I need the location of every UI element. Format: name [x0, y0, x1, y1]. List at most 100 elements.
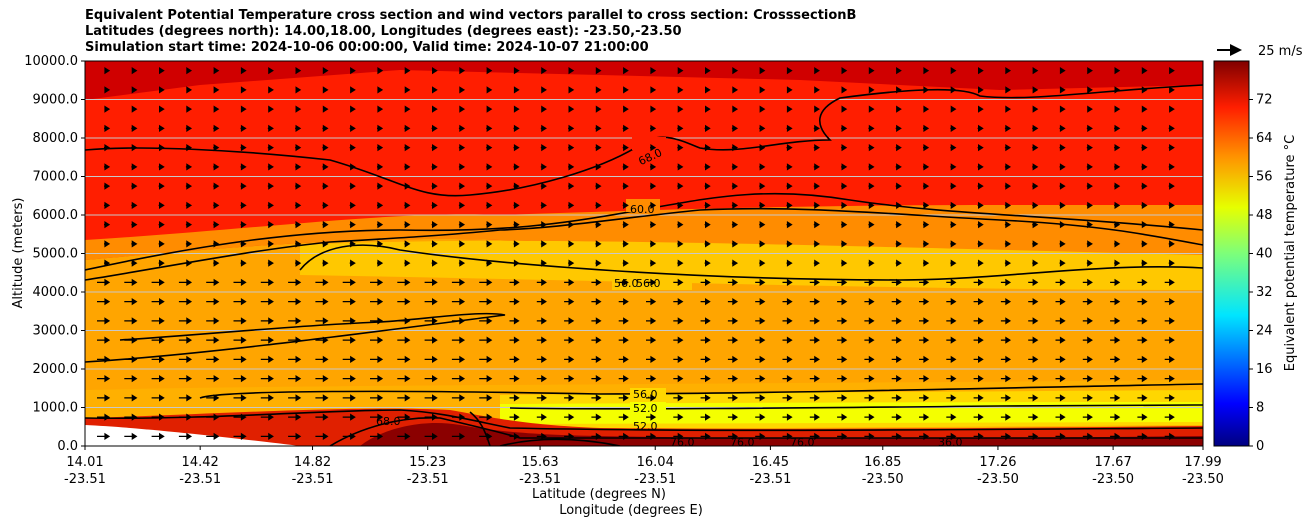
wind-vector [431, 201, 438, 209]
wind-vector [895, 182, 902, 190]
x-tick-label-lat: 16.04 [637, 455, 674, 470]
wind-vector [178, 298, 193, 306]
wind-vector [377, 105, 384, 113]
wind-vector [564, 375, 575, 383]
wind-vector [755, 298, 766, 306]
contour-label-56-b: 56.0 [636, 277, 661, 290]
wind-vector [151, 375, 165, 383]
wind-vector [727, 355, 739, 363]
contour-label-36: 36.0 [938, 436, 963, 449]
wind-vector [1141, 221, 1148, 229]
wind-vector [568, 163, 575, 171]
wind-vector [623, 67, 629, 75]
wind-vector [1059, 221, 1066, 229]
wind-vector [704, 259, 711, 267]
wind-vector [1032, 259, 1039, 267]
wind-vector [978, 86, 984, 94]
wind-vector [486, 86, 493, 94]
wind-vector [786, 124, 793, 132]
wind-vector [1086, 144, 1093, 152]
wind-vector [564, 278, 575, 286]
wind-vector [1028, 355, 1039, 363]
wind-vector [650, 182, 657, 190]
wind-vector [809, 298, 820, 306]
wind-vector [124, 336, 138, 344]
wind-vector [315, 317, 329, 325]
wind-vector [864, 394, 875, 402]
wind-vector [1055, 317, 1066, 325]
wind-vector [295, 259, 302, 267]
wind-vector [973, 298, 984, 306]
wind-vector [618, 278, 629, 286]
wind-vector [1086, 259, 1093, 267]
wind-vector [370, 413, 384, 421]
wind-vector [568, 86, 575, 94]
wind-vector [206, 394, 220, 402]
wind-vector [837, 413, 848, 421]
wind-vector [595, 124, 602, 132]
wind-vector [591, 413, 602, 421]
wind-vector [1141, 201, 1148, 209]
wind-vector [322, 105, 329, 113]
wind-vector [841, 240, 848, 248]
wind-vector [727, 317, 739, 325]
wind-vector [704, 182, 711, 190]
wind-vector [315, 298, 329, 306]
wind-vector [267, 182, 274, 190]
wind-vector [397, 317, 411, 325]
wind-vector [288, 336, 302, 344]
wind-vector [1028, 336, 1039, 344]
wind-vector [104, 144, 111, 152]
wind-vector [513, 259, 520, 267]
wind-vector [837, 278, 848, 286]
wind-vector [1028, 317, 1039, 325]
wind-vector [1059, 259, 1066, 267]
wind-vector [240, 259, 247, 267]
wind-vector [755, 336, 766, 344]
wind-vector [1169, 105, 1175, 113]
wind-vector [673, 413, 684, 421]
wind-vector [260, 432, 274, 440]
colorbar-tick-label: 8 [1256, 401, 1264, 416]
wind-vector [755, 355, 766, 363]
wind-vector [431, 182, 438, 190]
wind-vector [673, 298, 684, 306]
wind-vector [104, 182, 111, 190]
wind-vector [1086, 240, 1093, 248]
wind-vector [1055, 336, 1066, 344]
wind-vector [595, 163, 602, 171]
wind-vector [677, 182, 684, 190]
wind-vector [377, 221, 384, 229]
wind-vector [1004, 144, 1012, 152]
wind-vector [1004, 240, 1012, 248]
wind-vector [97, 394, 111, 402]
wind-vector [124, 355, 138, 363]
wind-vector [1110, 375, 1121, 383]
wind-vector [1137, 317, 1148, 325]
wind-vector [1114, 144, 1121, 152]
wind-vector [618, 317, 629, 325]
wind-vector [650, 259, 657, 267]
wind-vector [895, 124, 902, 132]
wind-vector [240, 201, 247, 209]
wind-vector [595, 86, 602, 94]
wind-vector [513, 86, 520, 94]
wind-vector [151, 355, 165, 363]
wind-vector [841, 144, 848, 152]
wind-vector [1110, 413, 1121, 421]
wind-vector [1055, 394, 1066, 402]
wind-vector [377, 86, 384, 94]
wind-vector [759, 182, 766, 190]
wind-vector [677, 201, 684, 209]
wind-vector [342, 336, 356, 344]
wind-vector [158, 144, 165, 152]
wind-vector [186, 86, 193, 94]
wind-vector [513, 182, 520, 190]
wind-vector [295, 201, 302, 209]
wind-vector [923, 182, 930, 190]
wind-vector [568, 105, 575, 113]
wind-vector [895, 240, 902, 248]
wind-vector [97, 278, 111, 286]
wind-vector [864, 336, 875, 344]
wind-vector [646, 394, 657, 402]
